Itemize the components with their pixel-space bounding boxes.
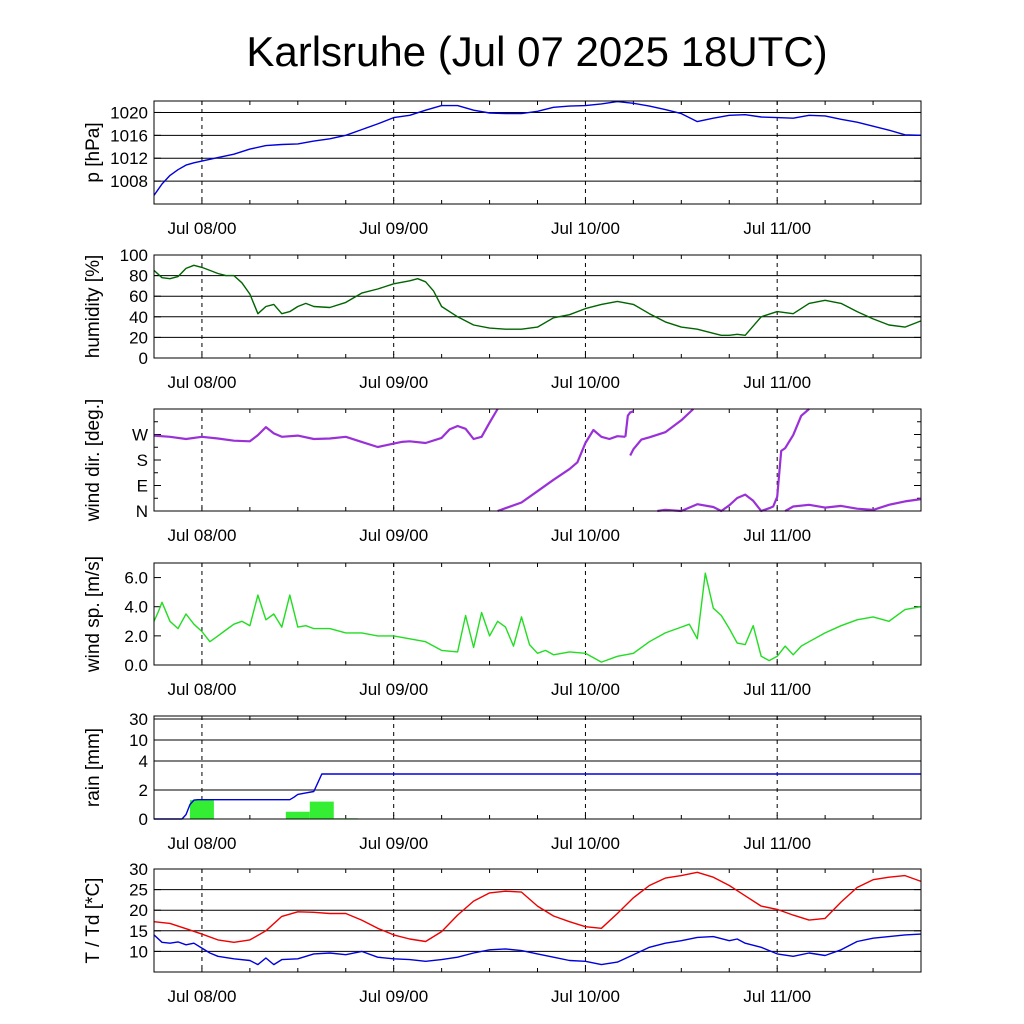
humidity-xtick-label: Jul 08/00	[167, 373, 236, 392]
chart-title: Karlsruhe (Jul 07 2025 18UTC)	[246, 28, 828, 75]
pressure-ytick-label: 1016	[110, 126, 148, 145]
pressure-xtick-label: Jul 10/00	[551, 219, 620, 238]
windspeed-ylabel: wind sp. [m/s]	[83, 556, 104, 673]
temperature-xtick-label: Jul 09/00	[359, 987, 428, 1006]
pressure-series-line	[153, 100, 922, 196]
rain-ytick-label: 0	[139, 810, 148, 829]
temperature-ytick-label: 20	[129, 901, 148, 920]
windspeed-ytick-label: 0.0	[124, 656, 148, 675]
temperature-ytick-label: 30	[129, 860, 148, 879]
humidity-ylabel: humidity [%]	[83, 255, 104, 358]
rain-xtick-label: Jul 11/00	[743, 834, 811, 853]
windspeed-xtick-label: Jul 08/00	[167, 680, 236, 699]
temperature-xtick-label: Jul 08/00	[167, 987, 236, 1006]
winddir-series-line	[629, 408, 695, 456]
winddir-ylabel: wind dir. [deg.]	[83, 399, 104, 523]
temperature-ylabel: T / Td [*C]	[83, 878, 104, 964]
humidity-ytick-label: 0	[139, 349, 148, 368]
pressure-ytick-label: 1008	[110, 172, 148, 191]
rain-bar	[309, 801, 334, 819]
pressure-ylabel: p [hPa]	[83, 122, 104, 182]
winddir-series-line	[153, 408, 499, 449]
winddir-series-line	[784, 498, 922, 512]
winddir-ytick-label: W	[132, 426, 148, 445]
temperature-xtick-label: Jul 10/00	[551, 987, 620, 1006]
pressure-xtick-label: Jul 08/00	[167, 219, 236, 238]
temperature-ytick-label: 10	[129, 942, 148, 961]
temperature-xtick-label: Jul 11/00	[743, 987, 811, 1006]
winddir-ytick-label: N	[136, 502, 148, 521]
winddir-xtick-label: Jul 10/00	[551, 526, 620, 545]
humidity-ytick-label: 20	[129, 328, 148, 347]
pressure-frame	[153, 100, 922, 205]
humidity-xtick-label: Jul 09/00	[359, 373, 428, 392]
winddir-series-line	[497, 428, 626, 513]
temperature-ytick-label: 15	[129, 922, 148, 941]
humidity-ytick-label: 40	[129, 308, 148, 327]
windspeed-ytick-label: 2.0	[124, 627, 148, 646]
temperature-ytick-label: 25	[129, 881, 148, 900]
humidity-xtick-label: Jul 10/00	[551, 373, 620, 392]
humidity-series-line	[153, 264, 922, 336]
winddir-xtick-label: Jul 08/00	[167, 526, 236, 545]
windspeed-frame	[153, 562, 922, 666]
humidity-ytick-label: 100	[120, 246, 148, 265]
humidity-xtick-label: Jul 11/00	[743, 373, 811, 392]
temperature-series-line	[153, 933, 922, 966]
winddir-ytick-label: E	[137, 477, 148, 496]
rain-ytick-label: 2	[139, 781, 148, 800]
winddir-series-line	[624, 410, 634, 437]
rain-ytick-label: 4	[139, 752, 148, 771]
winddir-xtick-label: Jul 09/00	[359, 526, 428, 545]
rain-ylabel: rain [mm]	[83, 728, 104, 807]
pressure-ytick-label: 1020	[110, 103, 148, 122]
pressure-xtick-label: Jul 09/00	[359, 219, 428, 238]
rain-xtick-label: Jul 09/00	[359, 834, 428, 853]
windspeed-ytick-label: 4.0	[124, 598, 148, 617]
windspeed-series-line	[153, 572, 922, 663]
rain-frame	[153, 715, 922, 820]
winddir-series-line	[657, 408, 810, 513]
rain-bar	[285, 811, 310, 819]
humidity-ytick-label: 80	[129, 267, 148, 286]
rain-xtick-label: Jul 08/00	[167, 834, 236, 853]
humidity-frame	[153, 254, 922, 359]
rain-ytick-label: 30	[129, 710, 148, 729]
pressure-xtick-label: Jul 11/00	[743, 219, 811, 238]
rain-bar	[189, 800, 214, 819]
humidity-ytick-label: 60	[129, 287, 148, 306]
windspeed-xtick-label: Jul 11/00	[743, 680, 811, 699]
windspeed-xtick-label: Jul 10/00	[551, 680, 620, 699]
winddir-ytick-label: S	[137, 451, 148, 470]
pressure-ytick-label: 1012	[110, 149, 148, 168]
rain-series-line	[154, 773, 921, 820]
temperature-series-line	[153, 871, 922, 943]
windspeed-ytick-label: 6.0	[124, 569, 148, 588]
temperature-frame	[153, 868, 922, 973]
winddir-xtick-label: Jul 11/00	[743, 526, 811, 545]
windspeed-xtick-label: Jul 09/00	[359, 680, 428, 699]
rain-ytick-label: 10	[129, 731, 148, 750]
winddir-frame	[153, 408, 922, 512]
rain-xtick-label: Jul 10/00	[551, 834, 620, 853]
